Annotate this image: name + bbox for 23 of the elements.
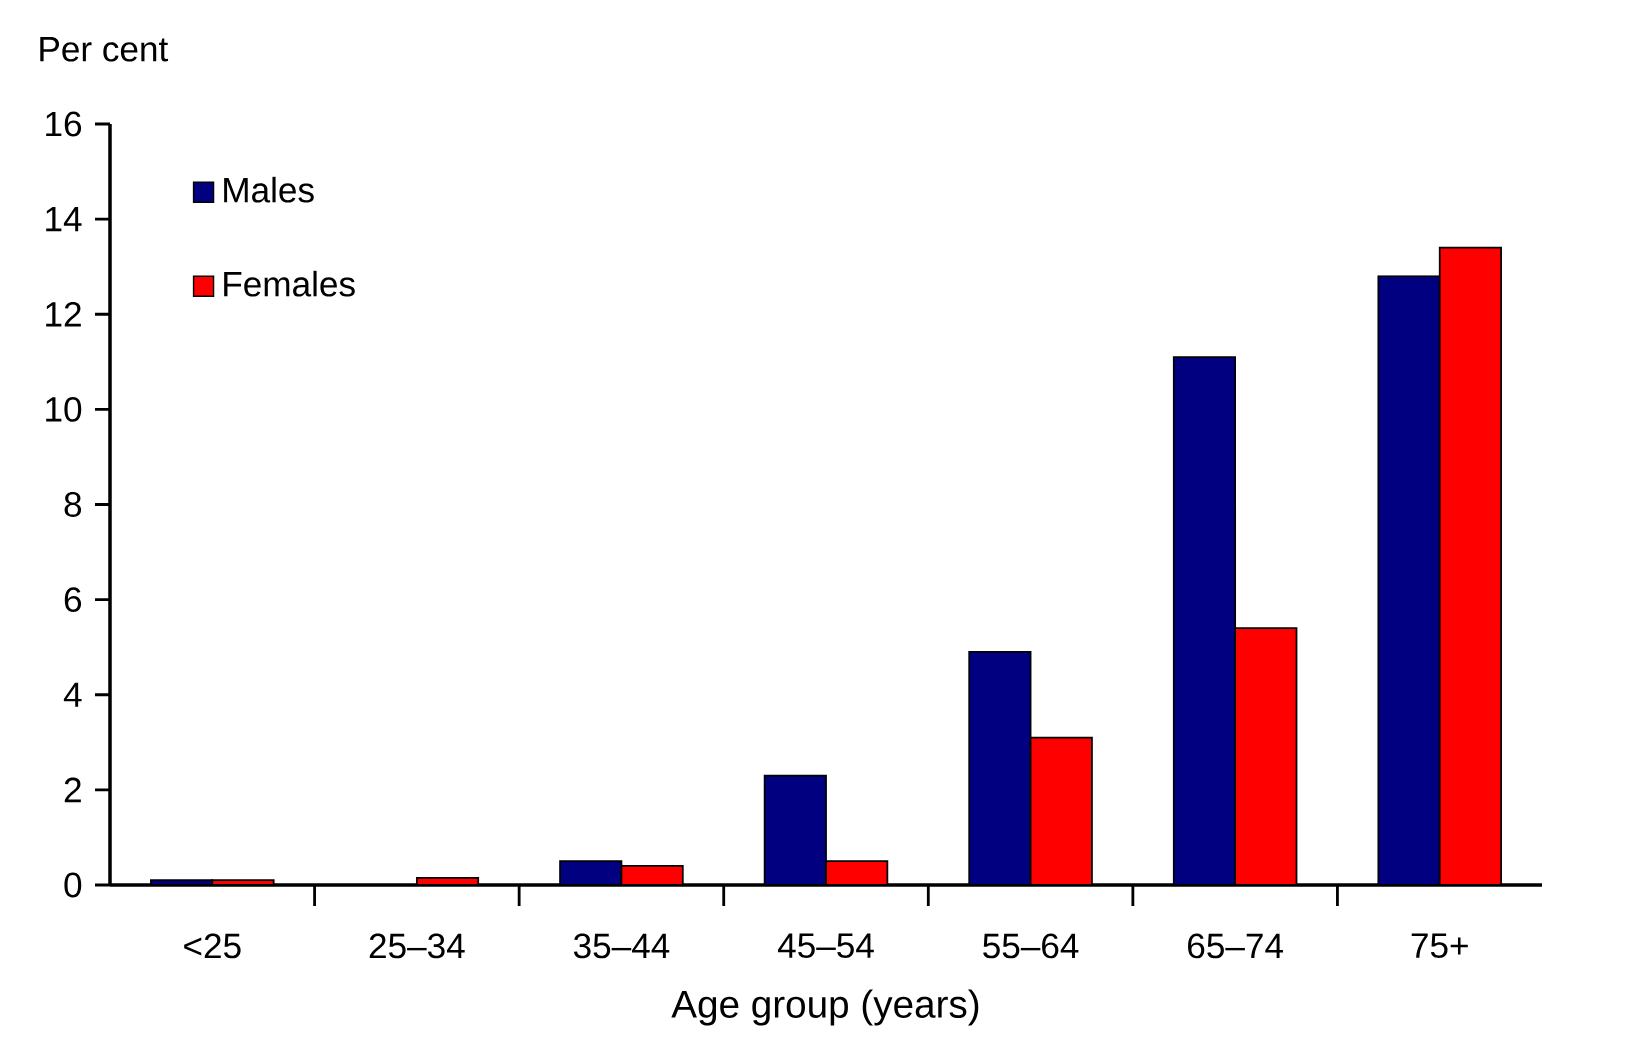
x-axis-title: Age group (years) [671, 989, 979, 1026]
x-tick-label: <25 [184, 933, 241, 959]
y-tick-label: 14 [46, 207, 82, 232]
bar [1438, 246, 1502, 885]
y-tick-label: 10 [46, 396, 82, 422]
y-tick-label: 16 [46, 111, 82, 137]
x-tick-label: 25–34 [369, 933, 465, 959]
legend-label: Females [224, 270, 355, 297]
x-tick-label: 75+ [1411, 933, 1468, 958]
x-tick-label: 55–64 [983, 933, 1079, 959]
y-tick-label: 4 [63, 682, 82, 707]
y-tick-label: 0 [64, 872, 82, 898]
x-tick-label: 35–44 [573, 933, 670, 959]
x-tick-label: 45–54 [777, 933, 874, 958]
x-tick-label: 65–74 [1188, 933, 1283, 959]
legend-label: Males [224, 176, 314, 203]
y-tick-label: 2 [64, 777, 81, 803]
y-tick-label: 12 [46, 301, 81, 327]
y-axis-title: Per cent [40, 37, 169, 62]
bar [1029, 736, 1093, 885]
bar [1234, 627, 1298, 885]
y-tick-label: 8 [64, 492, 82, 517]
y-tick-label: 6 [64, 587, 82, 613]
